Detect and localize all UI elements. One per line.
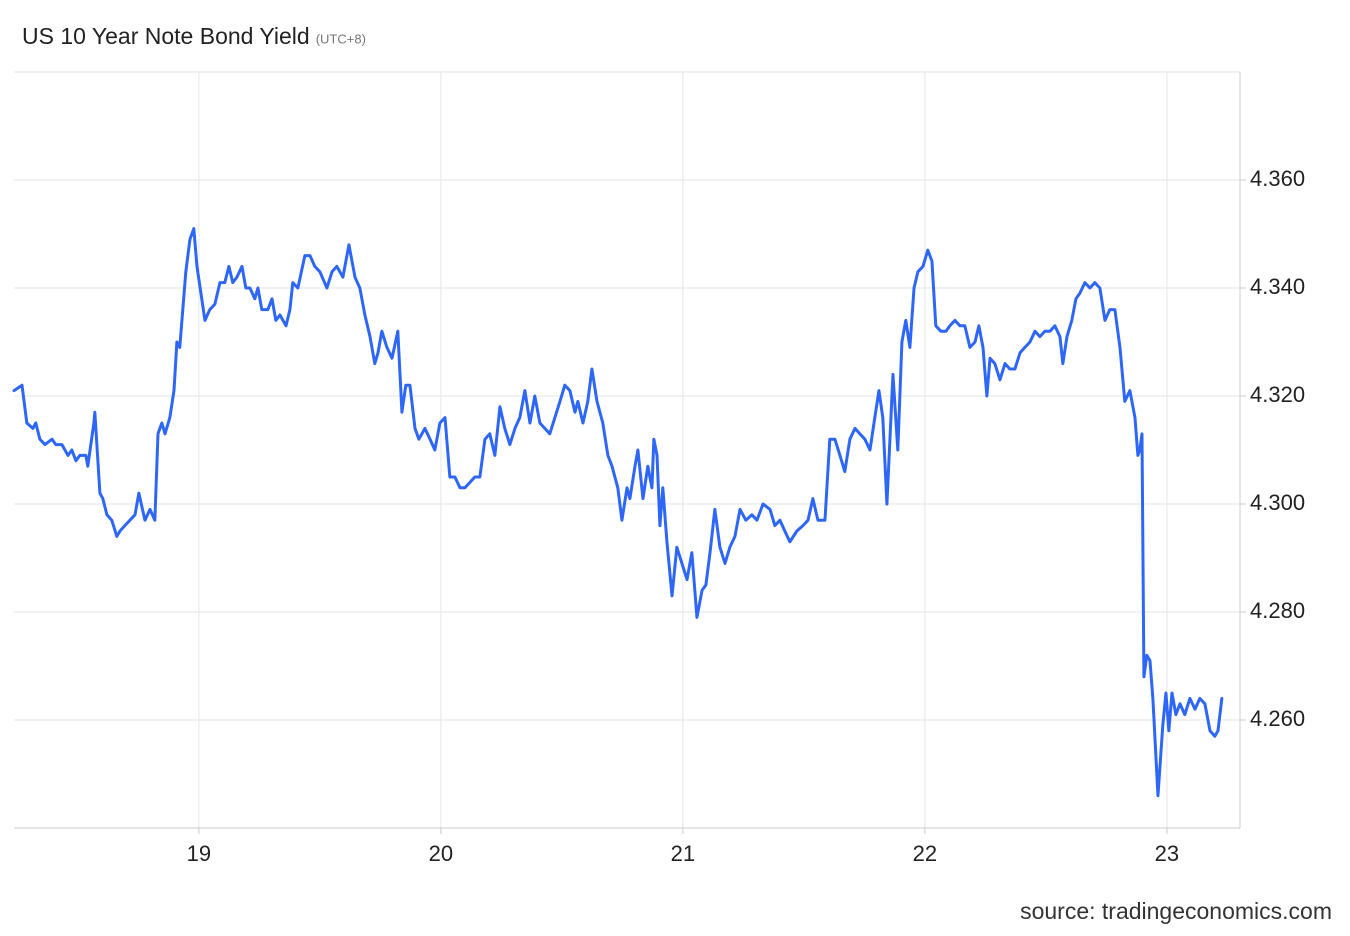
- axis-layer: 4.260 4.280 4.300 4.320 4.340 4.360 19 20 21 22 23: [14, 72, 1305, 866]
- y-tick-label: 4.260: [1250, 706, 1305, 731]
- y-tick-label: 4.280: [1250, 598, 1305, 623]
- x-tick-label: 21: [671, 841, 695, 866]
- data-line: [12, 227, 1224, 798]
- y-tick-label: 4.300: [1250, 490, 1305, 515]
- x-tick-label: 22: [913, 841, 937, 866]
- y-tick-label: 4.320: [1250, 382, 1305, 407]
- source-note: source: tradingeconomics.com: [1020, 898, 1332, 924]
- y-tick-label: 4.360: [1250, 166, 1305, 191]
- chart-subtitle: (UTC+8): [316, 31, 366, 46]
- x-tick-label: 20: [429, 841, 453, 866]
- data-layer: [12, 227, 1224, 798]
- chart-title: US 10 Year Note Bond Yield: [22, 23, 310, 49]
- x-tick-label: 19: [187, 841, 211, 866]
- grid-layer: [14, 71, 1240, 828]
- y-tick-label: 4.340: [1250, 274, 1305, 299]
- x-tick-label: 23: [1155, 841, 1179, 866]
